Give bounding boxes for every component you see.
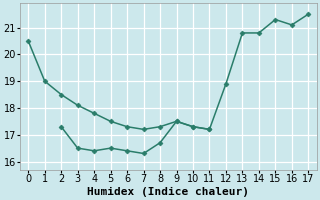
X-axis label: Humidex (Indice chaleur): Humidex (Indice chaleur) [87,186,249,197]
